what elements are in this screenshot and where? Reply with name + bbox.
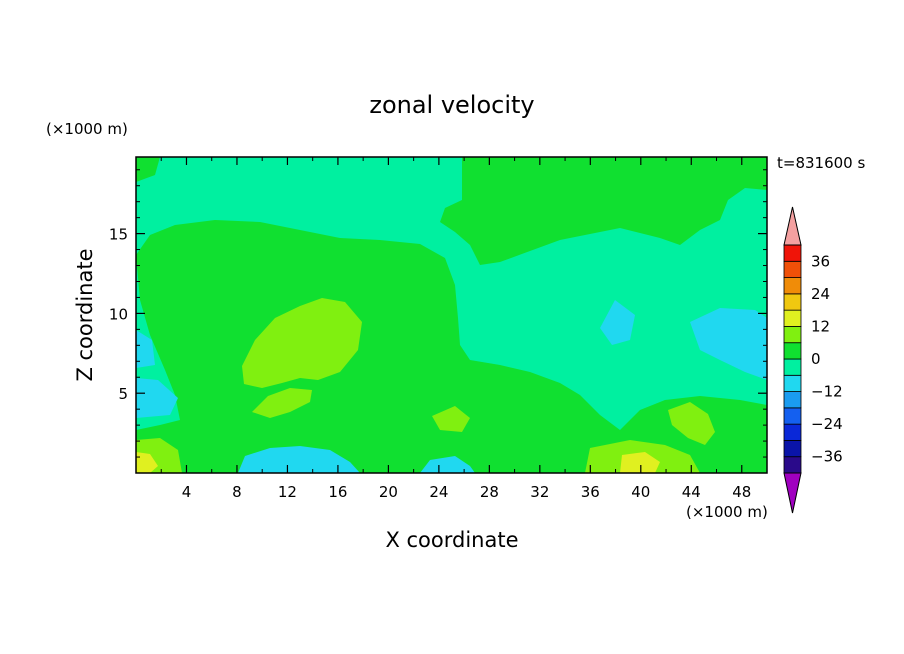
contour-region-bottom-left-peak — [136, 452, 158, 473]
x-tick-label: 16 — [328, 483, 347, 501]
colorbar-swatch — [783, 326, 802, 344]
contour-region-left-negative — [136, 378, 178, 418]
x-tick-label: 32 — [530, 483, 549, 501]
contour-region-core-lower — [252, 388, 312, 418]
colorbar-tick-label: 24 — [811, 285, 830, 303]
contour-region-upper-right — [440, 157, 767, 265]
colorbar-over-arrow — [783, 206, 802, 246]
y-tick-label: 15 — [109, 226, 128, 244]
colorbar: 36 24 12 0 −12 −24 −36 — [783, 206, 843, 514]
colorbar-tick-label: −24 — [811, 415, 843, 433]
colorbar-tick-label: −36 — [811, 448, 843, 466]
colorbar-swatch — [783, 260, 802, 278]
colorbar-swatch — [783, 309, 802, 327]
x-unit-label: (×1000 m) — [686, 503, 768, 521]
colorbar-swatch — [783, 391, 802, 409]
x-tick-label: 36 — [581, 483, 600, 501]
x-tick-label: 40 — [631, 483, 650, 501]
x-tick-label: 20 — [379, 483, 398, 501]
x-axis-ticks: 4 8 12 16 20 24 28 32 36 40 44 48 — [160, 157, 751, 501]
contour-region-surface-negative — [238, 446, 360, 473]
contour-region-top-left — [136, 157, 160, 182]
time-label: t=831600 s — [777, 154, 865, 172]
contour-region-bottom-right-peak — [620, 452, 660, 473]
colorbar-swatch — [783, 423, 802, 441]
x-tick-label: 24 — [429, 483, 448, 501]
contour-region-mid-patch — [432, 406, 470, 432]
colorbar-swatch — [783, 358, 802, 376]
colorbar-swatch — [783, 440, 802, 458]
contour-region-surface-negative-2 — [420, 456, 475, 473]
contour-region-core — [242, 298, 362, 388]
colorbar-swatch — [783, 342, 802, 360]
colorbar-swatch — [783, 293, 802, 311]
plot-frame — [135, 156, 768, 474]
y-unit-label: (×1000 m) — [46, 120, 128, 138]
x-tick-label: 44 — [682, 483, 701, 501]
colorbar-tick-label: 36 — [811, 252, 830, 270]
x-tick-label: 48 — [732, 483, 751, 501]
contour-region-right-negative — [690, 308, 767, 380]
x-tick-label: 28 — [480, 483, 499, 501]
y-axis-ticks: 5 10 15 — [109, 169, 767, 458]
x-tick-label: 4 — [182, 483, 192, 501]
colorbar-swatch — [783, 374, 802, 392]
y-tick-label: 5 — [118, 385, 128, 403]
chart-title: zonal velocity — [369, 91, 534, 119]
contour-region-left-negative-2 — [136, 330, 155, 368]
colorbar-tick-label: 12 — [811, 317, 830, 335]
x-axis-label: X coordinate — [385, 528, 518, 552]
colorbar-tick-label: −12 — [811, 383, 843, 401]
y-tick-label: 10 — [109, 305, 128, 323]
contour-region-right-lobe — [668, 402, 715, 445]
y-axis-label: Z coordinate — [73, 248, 97, 381]
contour-region-right-negative-2 — [600, 300, 635, 345]
colorbar-swatch — [783, 277, 802, 295]
colorbar-under-arrow — [783, 472, 802, 514]
x-tick-label: 12 — [278, 483, 297, 501]
colorbar-swatch — [783, 456, 802, 474]
contour-field — [136, 157, 767, 473]
colorbar-swatch — [783, 244, 802, 262]
colorbar-tick-label: 0 — [811, 350, 821, 368]
x-tick-label: 8 — [232, 483, 242, 501]
colorbar-swatch — [783, 407, 802, 425]
